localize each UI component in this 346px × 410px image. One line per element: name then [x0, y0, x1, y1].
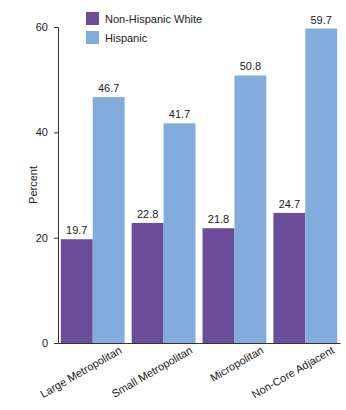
data-label: 41.7 [169, 108, 190, 120]
y-axis-title: Percent [27, 166, 39, 204]
x-tick-label: Micropolitan [208, 344, 265, 384]
x-axis: Large MetropolitanSmall MetropolitanMicr… [38, 344, 340, 401]
legend-swatch [86, 31, 99, 44]
bar [93, 97, 125, 343]
x-tick: Micropolitan [208, 344, 265, 384]
plot: 19.7 22.8 21.8 24.7 46.7 41.7 50.8 59.7 0 20 40 60 L… [36, 14, 341, 401]
legend-label: Hispanic [105, 32, 148, 44]
y-axis: 0 20 40 60 [36, 21, 59, 349]
data-labels: 19.7 22.8 21.8 24.7 46.7 41.7 50.8 59.7 [66, 14, 332, 237]
bar [273, 213, 305, 343]
data-label: 59.7 [311, 14, 332, 26]
data-label: 19.7 [66, 224, 87, 236]
y-tick-mark [54, 238, 58, 239]
bar [61, 239, 93, 343]
chart: 19.7 22.8 21.8 24.7 46.7 41.7 50.8 59.7 0 20 40 60 L… [0, 0, 346, 410]
x-tick: Small Metropolitan [109, 344, 194, 400]
data-label: 46.7 [98, 82, 119, 94]
x-tick: Non-Core Adjacent [250, 344, 336, 401]
y-tick: 0 [42, 337, 58, 349]
y-tick-label: 20 [36, 232, 48, 244]
x-tick-label: Non-Core Adjacent [250, 344, 336, 401]
legend-item: Hispanic [86, 31, 148, 44]
y-tick-label: 0 [42, 337, 48, 349]
legend-swatch [86, 12, 99, 25]
legend-label: Non-Hispanic White [105, 13, 202, 25]
y-tick-label: 40 [36, 126, 48, 138]
y-tick-label: 60 [36, 21, 48, 33]
data-label: 22.8 [137, 208, 158, 220]
y-tick-mark [54, 27, 58, 28]
legend-item: Non-Hispanic White [86, 12, 202, 25]
x-axis-line [59, 343, 341, 344]
y-tick: 20 [36, 232, 58, 244]
x-tick-label: Small Metropolitan [109, 344, 194, 400]
y-axis-line [54, 28, 59, 344]
bar [132, 223, 164, 343]
y-tick-mark [54, 343, 58, 344]
data-label: 24.7 [279, 198, 300, 210]
bar [203, 228, 235, 343]
y-tick: 60 [36, 21, 58, 33]
bars [61, 29, 337, 343]
bar [164, 123, 196, 343]
bar [234, 75, 266, 343]
bar [305, 29, 337, 343]
data-label: 50.8 [240, 60, 261, 72]
y-tick-mark [54, 132, 58, 133]
y-tick: 40 [36, 126, 58, 138]
legend: Non-Hispanic White Hispanic [86, 12, 202, 44]
data-label: 21.8 [208, 213, 229, 225]
